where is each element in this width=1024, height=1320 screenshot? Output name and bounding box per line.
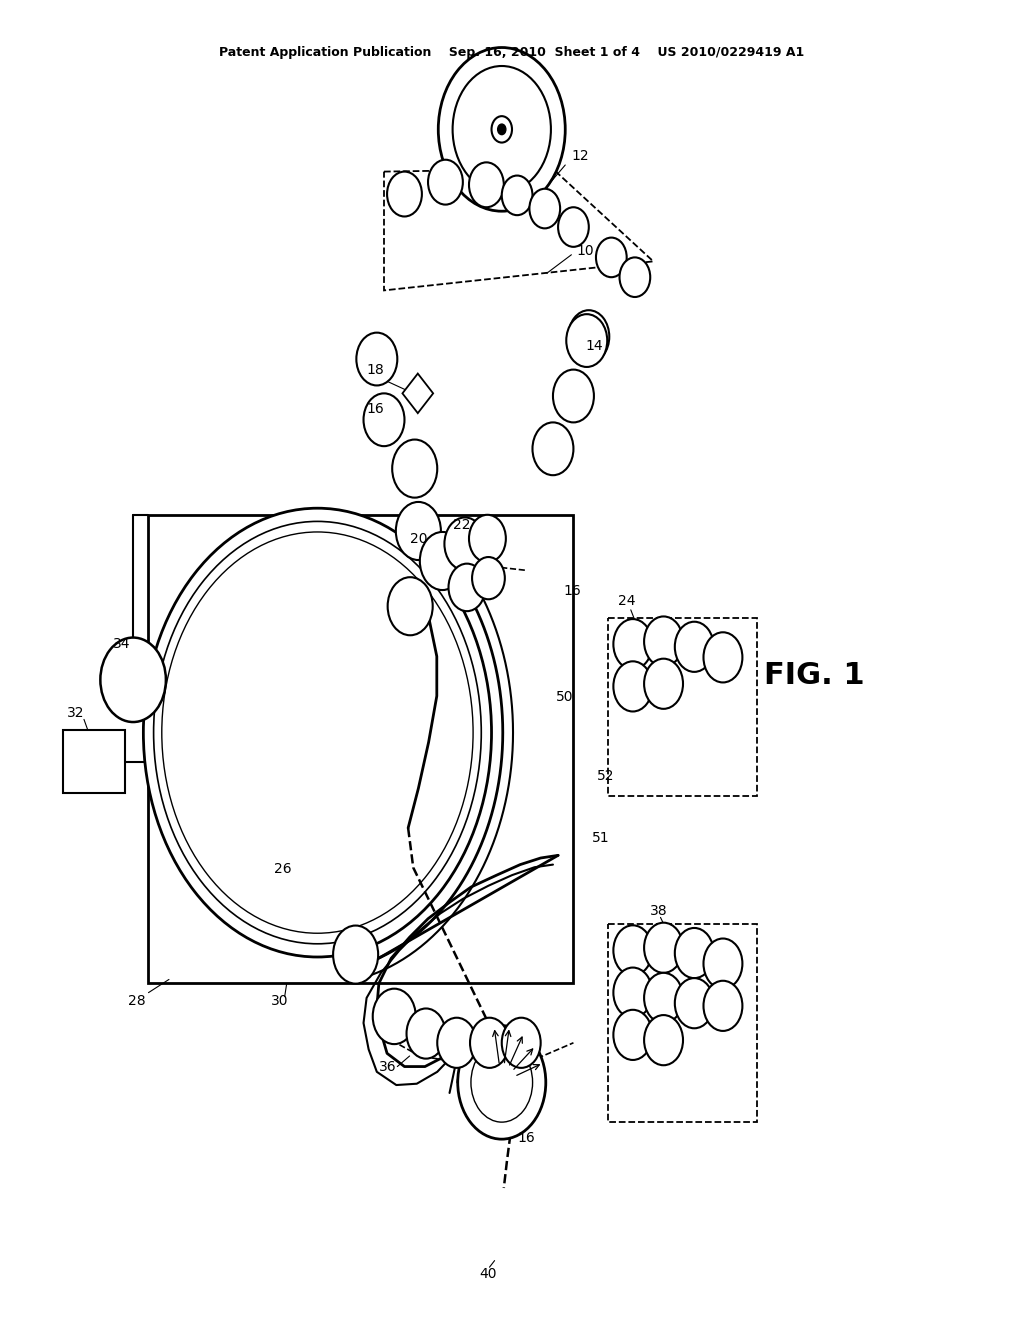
Circle shape (644, 659, 683, 709)
Circle shape (558, 207, 589, 247)
Text: 36: 36 (379, 1060, 396, 1073)
Circle shape (498, 124, 506, 135)
Circle shape (644, 616, 683, 667)
Circle shape (420, 532, 465, 590)
Text: 34: 34 (113, 638, 130, 651)
Polygon shape (402, 374, 433, 413)
Bar (608, 924, 757, 1122)
Text: 14: 14 (586, 339, 603, 352)
Circle shape (644, 973, 683, 1023)
Circle shape (620, 257, 650, 297)
Text: 16: 16 (563, 585, 581, 598)
Circle shape (613, 619, 652, 669)
Text: 22: 22 (453, 519, 470, 532)
Text: 51: 51 (592, 832, 609, 845)
Circle shape (373, 989, 416, 1044)
Circle shape (613, 925, 652, 975)
Circle shape (428, 160, 463, 205)
Circle shape (449, 564, 485, 611)
Circle shape (703, 632, 742, 682)
Text: 18: 18 (367, 363, 384, 376)
Text: 20: 20 (410, 532, 427, 545)
Circle shape (396, 502, 441, 560)
Circle shape (472, 557, 505, 599)
Circle shape (470, 1018, 509, 1068)
Text: 16: 16 (517, 1131, 535, 1144)
Circle shape (492, 116, 512, 143)
Text: FIG. 1: FIG. 1 (764, 661, 864, 690)
Text: 40: 40 (479, 1267, 497, 1280)
Circle shape (568, 310, 609, 363)
Circle shape (458, 1026, 546, 1139)
Text: 26: 26 (274, 862, 292, 875)
Circle shape (387, 172, 422, 216)
Text: 24: 24 (618, 594, 636, 607)
Circle shape (703, 939, 742, 989)
Circle shape (644, 923, 683, 973)
Circle shape (437, 1018, 476, 1068)
Circle shape (364, 393, 404, 446)
Circle shape (438, 48, 565, 211)
Circle shape (675, 622, 714, 672)
Bar (608, 618, 757, 796)
Text: 30: 30 (271, 994, 289, 1007)
Text: 28: 28 (128, 994, 145, 1007)
Circle shape (675, 928, 714, 978)
Circle shape (529, 189, 560, 228)
Text: 52: 52 (597, 770, 614, 783)
Circle shape (566, 314, 607, 367)
Text: 32: 32 (67, 706, 84, 719)
Circle shape (143, 508, 492, 957)
Bar (148, 515, 573, 983)
Circle shape (392, 440, 437, 498)
Text: 38: 38 (650, 904, 668, 917)
Circle shape (675, 978, 714, 1028)
Circle shape (703, 981, 742, 1031)
Circle shape (388, 577, 433, 635)
Circle shape (613, 1010, 652, 1060)
Circle shape (469, 162, 504, 207)
Circle shape (100, 638, 166, 722)
Circle shape (469, 515, 506, 562)
Circle shape (333, 925, 378, 983)
Text: 10: 10 (577, 244, 594, 257)
Circle shape (613, 968, 652, 1018)
Circle shape (407, 1008, 445, 1059)
Circle shape (596, 238, 627, 277)
Text: 50: 50 (556, 690, 573, 704)
Text: 12: 12 (571, 149, 589, 162)
Circle shape (502, 1018, 541, 1068)
Circle shape (644, 1015, 683, 1065)
Circle shape (613, 661, 652, 711)
Circle shape (532, 422, 573, 475)
Circle shape (502, 176, 532, 215)
Text: 16: 16 (367, 403, 384, 416)
Circle shape (553, 370, 594, 422)
Circle shape (444, 517, 485, 570)
Text: Patent Application Publication    Sep. 16, 2010  Sheet 1 of 4    US 2010/0229419: Patent Application Publication Sep. 16, … (219, 46, 805, 59)
Bar (63, 730, 125, 793)
Circle shape (356, 333, 397, 385)
